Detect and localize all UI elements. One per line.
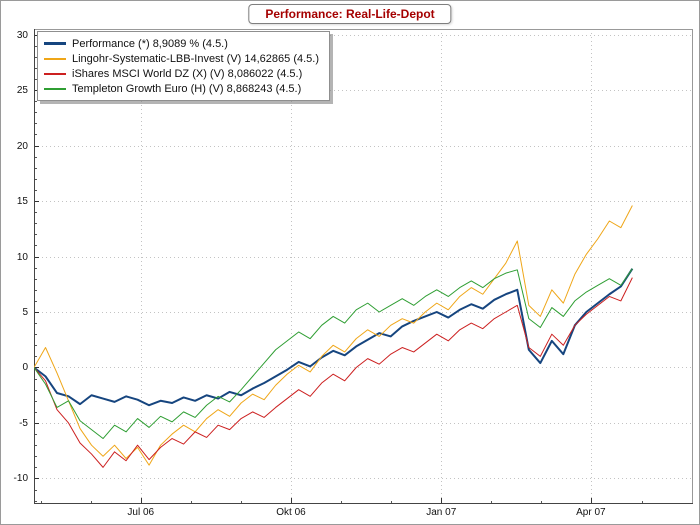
- series-line-3: [34, 277, 633, 468]
- y-tick-label: 25: [16, 85, 28, 97]
- series-line-swatch-icon: [44, 72, 66, 75]
- series-line-2: [34, 205, 633, 466]
- x-tick-label: Jan 07: [426, 507, 457, 518]
- y-tick-label: 10: [16, 251, 28, 263]
- legend-item: Templeton Growth Euro (H) (V) 8,868243 (…: [44, 81, 319, 96]
- legend-item: Performance (*) 8,9089 % (4.5.): [44, 36, 319, 51]
- legend: Performance (*) 8,9089 % (4.5.) Lingohr-S…: [37, 31, 331, 101]
- series-line-swatch-icon: [44, 42, 66, 45]
- y-axis: 30 25 20 15 10 5 0 -5 -10: [1, 29, 32, 504]
- y-tick-label: -10: [13, 473, 28, 485]
- y-tick-label: 20: [16, 140, 28, 152]
- legend-item: Lingohr-Systematic-LBB-Invest (V) 14,628…: [44, 51, 319, 66]
- series-line-4: [34, 268, 633, 440]
- y-tick-label: 5: [22, 307, 28, 318]
- legend-item-label: Templeton Growth Euro (H) (V) 8,868243 (…: [72, 82, 302, 95]
- chart-canvas: [34, 29, 693, 504]
- y-tick-label: 15: [16, 196, 28, 208]
- x-tick-label: Apr 07: [576, 507, 606, 518]
- plot-area: [34, 29, 693, 504]
- legend-item-label: iShares MSCI World DZ (X) (V) 8,086022 (…: [72, 67, 303, 80]
- y-tick-label: -5: [19, 417, 28, 429]
- series-line-swatch-icon: [44, 57, 66, 60]
- legend-item: iShares MSCI World DZ (X) (V) 8,086022 (…: [44, 66, 319, 81]
- y-tick-label: 30: [16, 29, 28, 41]
- x-tick-label: Jul 06: [127, 507, 155, 518]
- legend-item-label: Lingohr-Systematic-LBB-Invest (V) 14,628…: [72, 52, 320, 65]
- series-line-swatch-icon: [44, 87, 66, 90]
- series-line-1: [34, 268, 634, 407]
- legend-item-label: Performance (*) 8,9089 % (4.5.): [72, 37, 228, 50]
- x-tick-label: Okt 06: [276, 507, 306, 518]
- chart-title: Performance: Real-Life-Depot: [248, 4, 452, 24]
- x-axis: Jul 06 Okt 06 Jan 07 Apr 07: [34, 506, 693, 522]
- y-tick-label: 0: [22, 362, 28, 374]
